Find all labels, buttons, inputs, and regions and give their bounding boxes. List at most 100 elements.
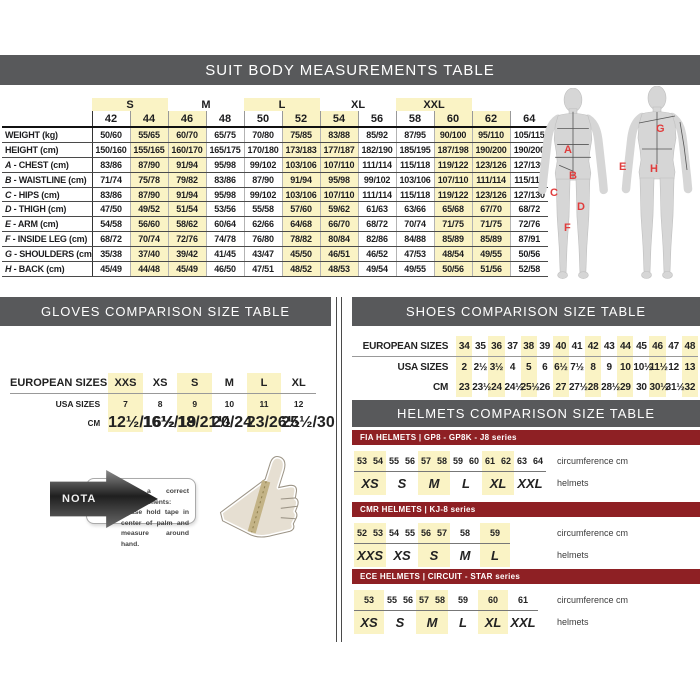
suit-value-cell: 67/70	[471, 201, 511, 218]
helmet-size-group: 57 58 M	[416, 590, 448, 634]
size-value-cell: 12	[293, 399, 304, 409]
suit-value-cell: 76/80	[243, 231, 283, 248]
circumference-value: 57	[418, 595, 429, 605]
thumbs-up-measure-illustration	[218, 454, 301, 540]
suit-value-cell: 44/48	[129, 261, 168, 277]
suit-value-cell: 83/86	[205, 172, 245, 188]
suit-value-cell: 99/102	[243, 157, 283, 173]
size-value-cell: 30	[636, 381, 647, 393]
suit-value-cell: 47/51	[243, 261, 283, 277]
suit-value-cell: 61/63	[357, 201, 397, 218]
suit-value-cell: 35/38	[91, 246, 130, 263]
size-value-cell: 12	[668, 361, 680, 373]
size-value-cell: 23½	[472, 381, 492, 393]
suit-value-cell: 115/119	[509, 172, 549, 188]
suit-value-cell: 72/76	[167, 231, 206, 248]
suit-size-header: 46	[167, 111, 206, 128]
suit-row-label: B - WAISTLINE (cm)	[2, 172, 92, 188]
circumference-values: 59 60	[450, 451, 482, 472]
figure-label-inside-leg: F	[564, 222, 571, 234]
helmet-size-label: XL	[489, 476, 507, 491]
size-value-cell: 13	[681, 356, 698, 377]
circumference-value: 55	[388, 456, 399, 466]
size-value-cell: 8	[157, 399, 163, 409]
size-value-cell: XXS	[108, 373, 143, 394]
suit-size-header: 58	[395, 111, 435, 128]
size-value-cell: 29	[617, 377, 634, 397]
gloves-comparison-table: EUROPEAN SIZES XXS XS S M L XL USA SIZES 7 8 9 10 11…	[10, 373, 335, 432]
size-value-cell: 34	[456, 336, 473, 357]
circumference-value: 61	[517, 595, 528, 605]
helmet-size-group: 52 53 XXS	[354, 523, 386, 567]
size-row-label: USA SIZES	[55, 399, 101, 409]
suit-value-cell: 155/165	[129, 142, 168, 158]
circumference-value: 56	[402, 595, 413, 605]
size-value-cell: S	[177, 373, 213, 394]
suit-value-cell: 95/98	[205, 187, 245, 203]
suit-value-cell: 47/53	[395, 246, 435, 263]
suit-size-group	[472, 98, 510, 111]
size-value-cell: 23	[456, 377, 473, 397]
size-value-cell: 10	[224, 399, 235, 409]
circumference-value: 58	[434, 595, 445, 605]
shoes-table-banner: SHOES COMPARISON SIZE TABLE	[352, 297, 700, 326]
figure-label-hips: C	[550, 187, 558, 199]
suit-value-cell: 111/114	[357, 187, 397, 203]
size-value-cell: 6	[542, 361, 548, 373]
circumference-value: 60	[468, 456, 479, 466]
suit-row-label: WEIGHT (kg)	[2, 127, 92, 143]
helmet-size-group: 55 56 S	[386, 451, 418, 495]
suit-value-cell: 173/183	[281, 142, 321, 158]
suit-value-cell: 78/82	[281, 231, 321, 248]
size-value-cell: 45	[633, 336, 650, 357]
size-row-label: CM	[433, 381, 449, 393]
helmets-label: helmets	[557, 617, 589, 627]
suit-value-cell: 68/72	[509, 201, 549, 218]
suit-value-cell: 45/50	[281, 246, 321, 263]
suit-value-cell: 115/118	[395, 187, 435, 203]
suit-value-cell: 177/187	[319, 142, 359, 158]
helmet-size-label: S	[429, 548, 439, 563]
suit-value-cell: 90/100	[433, 127, 473, 143]
suit-value-cell: 111/114	[357, 157, 397, 173]
suit-value-cell: 46/51	[319, 246, 359, 263]
suit-row-label: H - BACK (cm)	[2, 261, 92, 277]
suit-sizes-spacer	[2, 111, 92, 128]
back-figure-illustration	[621, 86, 693, 279]
circumference-values: 60	[478, 590, 508, 611]
size-value-cell: 11	[246, 393, 282, 414]
suit-value-cell: 87/95	[395, 127, 435, 143]
suit-value-cell: 37/40	[129, 246, 168, 263]
size-value-cell: 9	[606, 361, 613, 373]
suit-size-header: 56	[357, 111, 397, 128]
circumference-value: 54	[388, 528, 399, 538]
suit-value-cell: 79/82	[167, 172, 206, 188]
suit-size-header: 64	[509, 111, 549, 128]
suit-value-cell: 50/60	[91, 127, 130, 143]
circumference-value: 63	[516, 456, 527, 466]
size-value-cell: 48	[681, 336, 698, 357]
figure-label-back: H	[650, 163, 658, 175]
suit-value-cell: 85/89	[433, 231, 473, 248]
suit-value-cell: 95/98	[205, 157, 245, 173]
suit-row-label: E - ARM (cm)	[2, 216, 92, 233]
suit-row-label: G - SHOULDERS (cm)	[2, 246, 92, 263]
suit-value-cell: 105/115	[509, 127, 549, 143]
circumference-value: 59	[457, 595, 468, 605]
size-value-cell: 41	[568, 336, 586, 357]
helmet-size-group: 59 L	[448, 590, 478, 634]
helmets-table-banner: HELMETS COMPARISON SIZE TABLE	[352, 400, 700, 427]
suit-value-cell: 58/62	[167, 216, 206, 233]
size-value-cell: XL	[281, 373, 316, 394]
suit-value-cell: 160/170	[167, 142, 206, 158]
circumference-values: 61 62	[482, 451, 514, 472]
size-value-cell: 38	[520, 336, 537, 357]
size-value-cell: 4	[509, 361, 516, 373]
helmet-size-label: XS	[393, 548, 411, 563]
suit-size-group: M	[201, 98, 211, 111]
suit-value-cell: 45/49	[91, 261, 130, 277]
suit-size-header: 62	[471, 111, 511, 128]
suit-row-label: D - THIGH (cm)	[2, 201, 92, 218]
size-row-label: USA SIZES	[397, 361, 449, 373]
suit-value-cell: 74/78	[205, 231, 245, 248]
